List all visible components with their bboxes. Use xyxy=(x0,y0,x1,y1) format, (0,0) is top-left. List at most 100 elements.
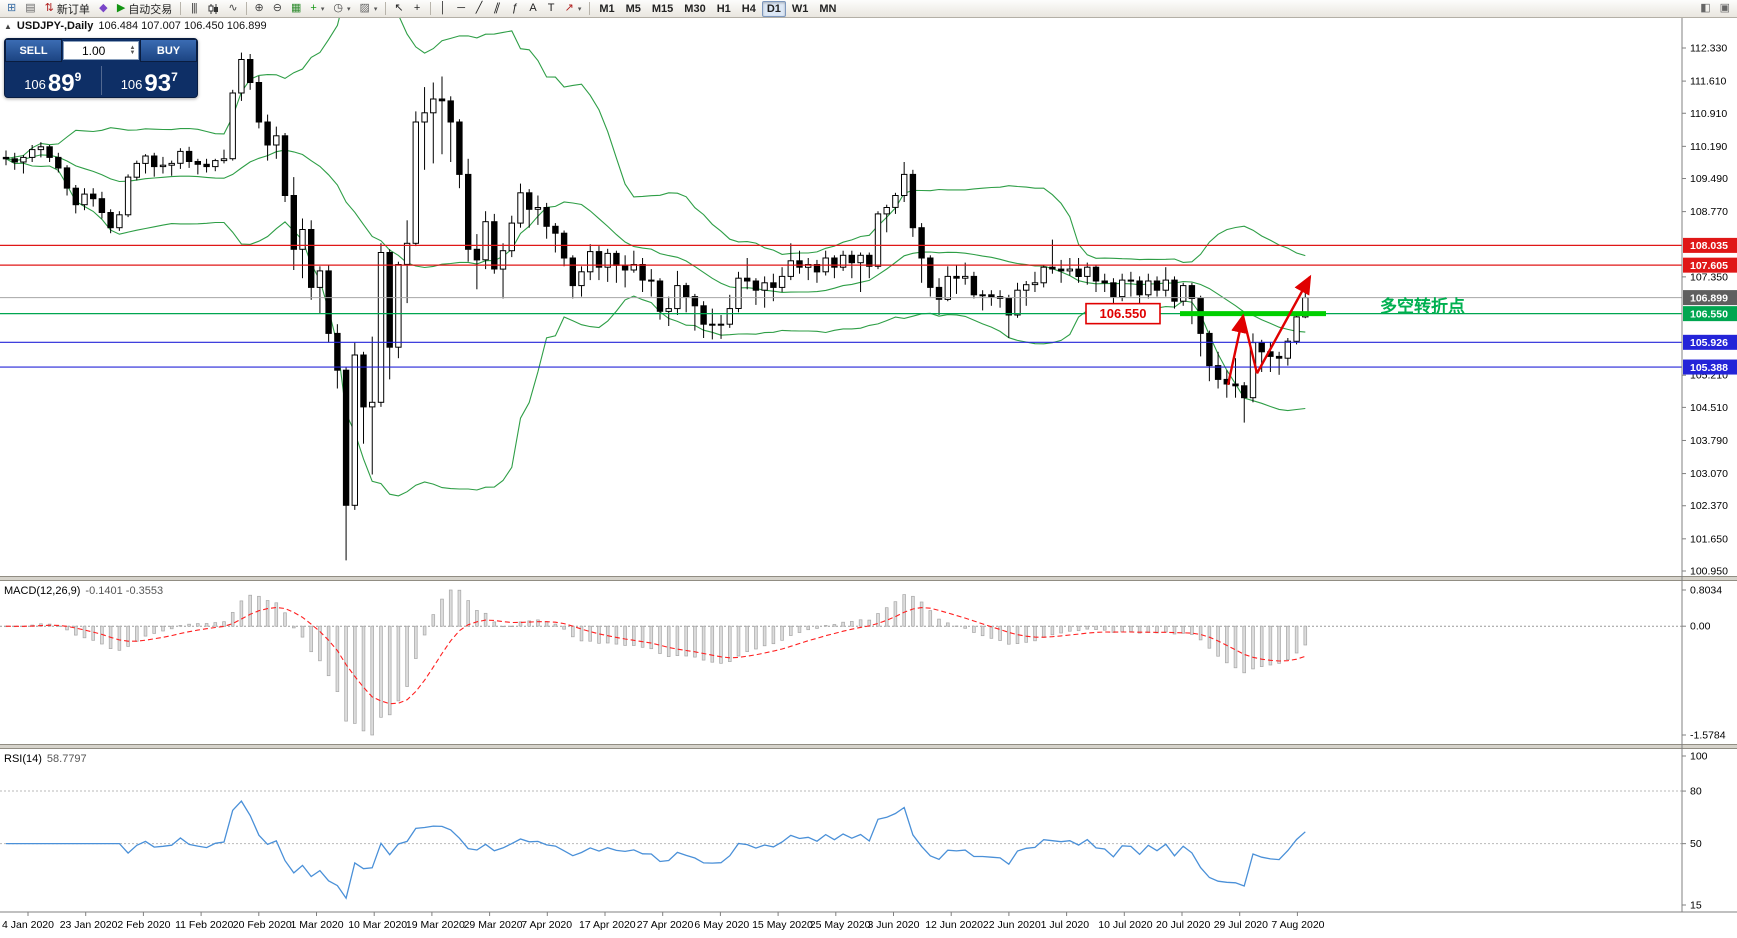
panel-separator[interactable] xyxy=(0,576,1737,581)
svg-text:15 May 2020: 15 May 2020 xyxy=(752,919,813,931)
mql5-community-button[interactable]: ◆ xyxy=(95,1,112,17)
chart-ohlc-values: 106.484 107.007 106.450 106.899 xyxy=(98,20,267,32)
timeframe-m5-button[interactable]: M5 xyxy=(621,1,646,17)
timeframe-h1-button-label: H1 xyxy=(716,2,731,15)
volume-input[interactable] xyxy=(63,41,139,60)
candlestick-series xyxy=(2,52,1309,561)
timeframe-mn-button[interactable]: MN xyxy=(814,1,841,17)
svg-text:3 Jun 2020: 3 Jun 2020 xyxy=(868,919,920,931)
indicators-button[interactable]: + ▾ xyxy=(306,1,328,17)
timeframe-w1-button-label: W1 xyxy=(791,2,809,15)
profiles-button[interactable]: ▤ xyxy=(21,1,39,17)
trendline-icon: ╱ xyxy=(475,2,483,14)
svg-text:11 Feb 2020: 11 Feb 2020 xyxy=(175,919,233,931)
trend-arrows[interactable] xyxy=(1226,274,1312,386)
timeframe-h1-button[interactable]: H1 xyxy=(712,1,736,17)
bar-chart-button[interactable]: ||| xyxy=(185,1,202,17)
toolbar-separator xyxy=(589,2,591,15)
svg-text:108.035: 108.035 xyxy=(1690,240,1728,252)
timeframe-m30-button-label: M30 xyxy=(684,2,706,15)
candlestick-chart-button[interactable] xyxy=(203,1,223,17)
svg-text:105.926: 105.926 xyxy=(1690,337,1728,349)
templates-button[interactable]: ▨ ▾ xyxy=(355,1,381,17)
timeframe-w1-button[interactable]: W1 xyxy=(787,1,814,17)
text-label-button[interactable]: T xyxy=(543,1,560,17)
toolbar-separator xyxy=(429,2,431,15)
svg-text:111.610: 111.610 xyxy=(1690,76,1727,88)
chart-background xyxy=(0,18,1737,938)
timeframe-m15-button[interactable]: M15 xyxy=(647,1,678,17)
fibonacci-button[interactable]: ƒ xyxy=(507,1,524,17)
svg-text:100.950: 100.950 xyxy=(1690,566,1728,578)
crosshair-button[interactable]: + xyxy=(409,1,426,17)
svg-text:10 Jul 2020: 10 Jul 2020 xyxy=(1098,919,1152,931)
play-icon: ▶ xyxy=(116,2,126,14)
zoom-out-button[interactable]: ⊖ xyxy=(269,1,286,17)
dock-button[interactable]: ▣ xyxy=(1716,1,1734,17)
svg-text:103.790: 103.790 xyxy=(1690,435,1728,447)
window-icon: ▤ xyxy=(25,2,36,14)
svg-text:17 Apr 2020: 17 Apr 2020 xyxy=(579,919,636,931)
dropdown-arrow-icon[interactable]: ▾ xyxy=(346,5,351,13)
svg-text:1 Mar 2020: 1 Mar 2020 xyxy=(291,919,344,931)
rsi-indicator-label: RSI(14) 58.7797 xyxy=(4,753,87,765)
dropdown-arrow-icon[interactable]: ▾ xyxy=(373,5,378,13)
price-callout[interactable]: 106.550 xyxy=(1085,302,1161,325)
horizontal-line-button[interactable]: ─ xyxy=(453,1,470,17)
price-axis[interactable]: 112.330 111.610 110.910 110.190 109.490 108.7… xyxy=(1681,18,1737,912)
chart-canvas[interactable]: 106.550 多空转折点 112.330 111.610 110.910 110.190… xyxy=(0,18,1737,938)
support-badge xyxy=(1683,359,1737,375)
trendline-button[interactable]: ╱ xyxy=(471,1,488,17)
time-axis[interactable]: 4 Jan 2020 23 Jan 2020 2 Feb 2020 11 Feb 20… xyxy=(0,911,1737,931)
svg-text:2 Feb 2020: 2 Feb 2020 xyxy=(117,919,170,931)
buy-button[interactable]: BUY xyxy=(140,39,197,62)
svg-text:104.510: 104.510 xyxy=(1690,402,1728,414)
timeframe-h4-button[interactable]: H4 xyxy=(737,1,761,17)
chart-title-bar: ▲ USDJPY-,Daily 106.484 107.007 106.450 … xyxy=(4,20,267,32)
template-icon: ▨ xyxy=(359,2,370,14)
macd-signal-line xyxy=(5,606,1306,705)
svg-text:107.605: 107.605 xyxy=(1690,260,1728,272)
sell-button[interactable]: SELL xyxy=(5,39,62,62)
pivot-annotation-text[interactable]: 多空转折点 xyxy=(1380,296,1465,316)
zoom-in-button[interactable]: ⊕ xyxy=(251,1,268,17)
chart-window[interactable]: 106.550 多空转折点 112.330 111.610 110.910 110.190… xyxy=(0,18,1737,938)
cursor-button[interactable]: ↖ xyxy=(390,1,407,17)
new-order-button[interactable]: ⇅ 新订单 xyxy=(41,1,94,17)
sell-price-big: 89 xyxy=(47,69,75,97)
tile-windows-button[interactable]: ▦ xyxy=(287,1,305,17)
equidistant-channel-button[interactable]: ∥ xyxy=(489,1,506,17)
svg-text:25 May 2020: 25 May 2020 xyxy=(810,919,871,931)
svg-text:6 May 2020: 6 May 2020 xyxy=(694,919,749,931)
timeframe-d1-button[interactable]: D1 xyxy=(761,0,786,17)
timeframe-m1-button[interactable]: M1 xyxy=(594,1,619,17)
toolbar-separator xyxy=(180,2,182,15)
data-window-button[interactable]: ◧ xyxy=(1696,1,1714,17)
svg-text:0.00: 0.00 xyxy=(1690,621,1711,633)
line-chart-button[interactable]: ∿ xyxy=(224,1,241,17)
panel-separator[interactable] xyxy=(0,744,1737,749)
sell-price-sup: 9 xyxy=(74,70,82,84)
sell-price-display[interactable]: 106 89 9 xyxy=(5,62,101,97)
timeframe-m30-button[interactable]: M30 xyxy=(679,1,710,17)
arrows-tool-button[interactable]: ↗ ▾ xyxy=(561,1,586,17)
periods-button[interactable]: ◷ ▾ xyxy=(329,1,354,17)
buy-price-big: 93 xyxy=(144,69,172,97)
volume-down-icon[interactable]: ▼ xyxy=(129,49,136,56)
svg-text:12 Jun 2020: 12 Jun 2020 xyxy=(925,919,983,931)
volume-up-icon[interactable]: ▲ xyxy=(129,44,136,51)
dropdown-arrow-icon[interactable]: ▾ xyxy=(320,5,325,13)
svg-text:105.388: 105.388 xyxy=(1690,362,1728,374)
buy-price-display[interactable]: 106 93 7 xyxy=(102,62,198,97)
toolbar-separator xyxy=(245,2,247,15)
one-click-trading-panel: SELL ▲ ▼ BUY 106 89 9 106 93 7 xyxy=(4,38,198,98)
new-chart-button[interactable]: ⊞ xyxy=(3,1,20,17)
auto-trading-button[interactable]: ▶ 自动交易 xyxy=(113,1,176,17)
collapse-trade-panel-arrow[interactable]: ▲ xyxy=(4,21,12,31)
svg-text:108.770: 108.770 xyxy=(1690,206,1728,218)
text-button[interactable]: A xyxy=(525,1,542,17)
dropdown-arrow-icon[interactable]: ▾ xyxy=(577,5,582,13)
grid-icon: ▦ xyxy=(290,2,302,14)
vertical-line-button[interactable]: │ xyxy=(435,1,452,17)
current-price-badge xyxy=(1683,290,1737,306)
